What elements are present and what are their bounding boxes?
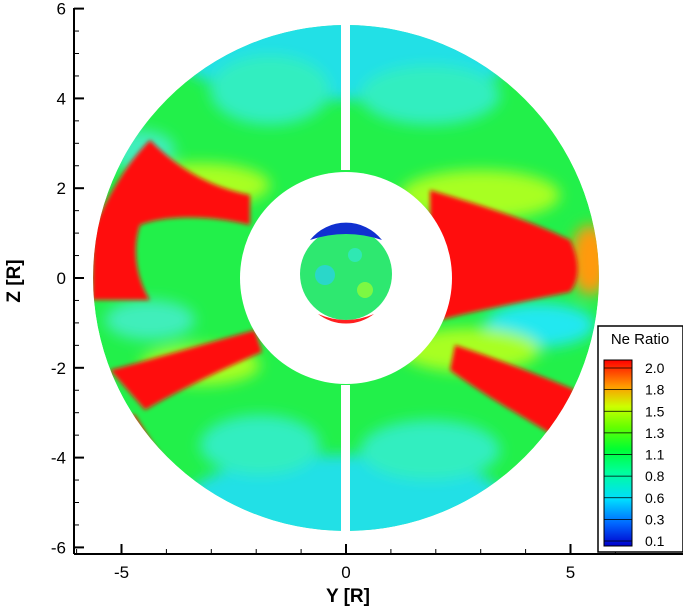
y-tick-label: 2 [57, 179, 66, 198]
x-tick-label: 0 [341, 563, 350, 582]
y-tick-label: 6 [57, 0, 66, 19]
legend-title: Ne Ratio [611, 331, 669, 348]
legend-level-label: 0.6 [645, 490, 665, 506]
legend-level-label: 0.8 [645, 468, 665, 484]
x-tick-label: -5 [114, 563, 129, 582]
y-tick-label: -6 [51, 538, 66, 557]
y-tick-label: 4 [57, 89, 66, 108]
y-tick-label: 0 [57, 269, 66, 288]
colorbar-legend: Ne Ratio 2.0 1.8 1.5 1.3 1.1 0.8 0.6 0.3 0.1 [597, 325, 683, 553]
x-axis-ticks: -5 0 5 [76, 544, 616, 582]
legend-level-label: 0.1 [645, 533, 665, 549]
y-axis-label: Z [R] [4, 259, 25, 302]
legend-level-label: 1.1 [645, 447, 665, 463]
y-tick-label: -4 [51, 449, 66, 468]
colorbar [603, 359, 633, 547]
x-axis-label: Y [R] [326, 586, 370, 607]
legend-level-label: 1.5 [645, 403, 665, 419]
y-axis-ticks: 6 4 2 0 -2 -4 -6 [51, 0, 84, 557]
legend-level-label: 1.3 [645, 425, 665, 441]
legend-level-label: 0.3 [645, 511, 665, 527]
top-cut-mask [341, 20, 350, 170]
x-tick-label: 5 [566, 563, 575, 582]
bottom-cut-mask [341, 385, 350, 535]
legend-level-label: 2.0 [645, 360, 665, 376]
legend-level-label: 1.8 [645, 382, 665, 398]
y-tick-label: -2 [51, 359, 66, 378]
planet-disk [300, 222, 392, 324]
contour-field [93, 25, 599, 531]
